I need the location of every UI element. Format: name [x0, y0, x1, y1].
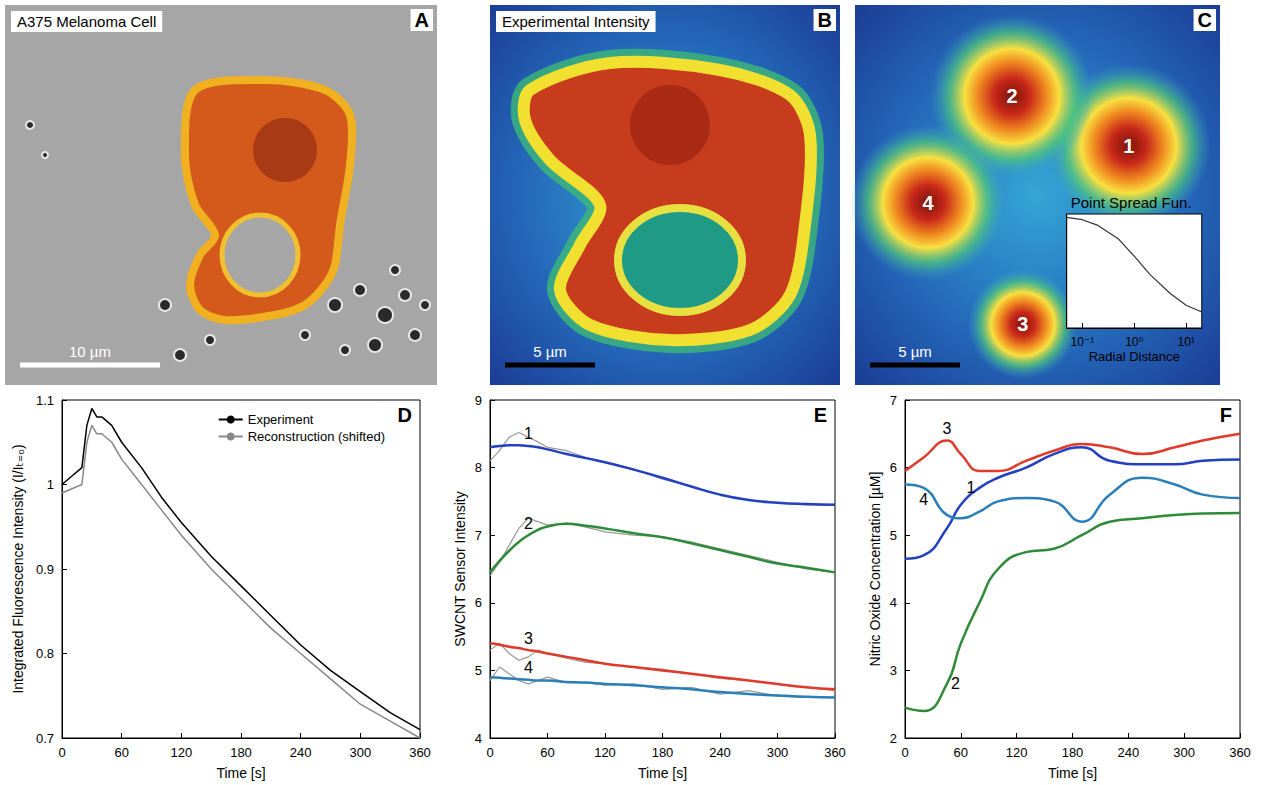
svg-text:A375 Melanoma Cell: A375 Melanoma Cell — [17, 13, 156, 30]
svg-text:4: 4 — [475, 731, 482, 746]
svg-text:0.7: 0.7 — [36, 731, 54, 746]
svg-text:10 µm: 10 µm — [69, 343, 111, 360]
svg-text:0: 0 — [486, 745, 493, 760]
svg-text:F: F — [1220, 404, 1232, 426]
svg-text:1: 1 — [1123, 135, 1134, 157]
svg-text:10¹: 10¹ — [1177, 335, 1194, 349]
svg-text:8: 8 — [475, 460, 482, 475]
svg-text:9: 9 — [475, 393, 482, 408]
svg-text:Nitric Oxide Concentration [µM: Nitric Oxide Concentration [µM] — [867, 472, 883, 667]
svg-text:300: 300 — [1173, 745, 1195, 760]
svg-text:A: A — [415, 9, 429, 31]
svg-text:Time [s]: Time [s] — [1048, 765, 1097, 781]
svg-text:7: 7 — [890, 393, 897, 408]
svg-text:2: 2 — [524, 515, 533, 532]
svg-text:360: 360 — [824, 745, 846, 760]
svg-text:7: 7 — [475, 528, 482, 543]
svg-text:5 µm: 5 µm — [533, 343, 567, 360]
svg-text:6: 6 — [475, 595, 482, 610]
svg-text:3: 3 — [524, 630, 533, 647]
svg-text:4: 4 — [524, 659, 533, 676]
svg-text:Time [s]: Time [s] — [638, 765, 687, 781]
svg-text:0: 0 — [901, 745, 908, 760]
svg-text:2: 2 — [951, 675, 960, 692]
svg-text:120: 120 — [1006, 745, 1028, 760]
svg-text:360: 360 — [409, 745, 431, 760]
svg-text:3: 3 — [890, 663, 897, 678]
svg-text:60: 60 — [954, 745, 968, 760]
svg-text:10⁻¹: 10⁻¹ — [1070, 335, 1094, 349]
svg-text:0.8: 0.8 — [36, 646, 54, 661]
svg-text:3: 3 — [1017, 313, 1028, 335]
svg-text:E: E — [814, 404, 827, 426]
svg-text:3: 3 — [942, 420, 951, 437]
svg-text:300: 300 — [767, 745, 789, 760]
svg-text:Time [s]: Time [s] — [216, 765, 265, 781]
svg-text:6: 6 — [890, 460, 897, 475]
svg-text:1: 1 — [524, 425, 533, 442]
svg-text:120: 120 — [594, 745, 616, 760]
svg-text:240: 240 — [1117, 745, 1139, 760]
svg-text:C: C — [1198, 9, 1212, 31]
svg-text:Radial Distance: Radial Distance — [1089, 349, 1180, 364]
svg-text:1: 1 — [967, 479, 976, 496]
svg-text:Point Spread Fun.: Point Spread Fun. — [1071, 194, 1192, 211]
svg-text:5: 5 — [890, 528, 897, 543]
svg-text:4: 4 — [922, 192, 934, 214]
svg-text:Experimental Intensity: Experimental Intensity — [502, 13, 650, 30]
svg-text:4: 4 — [919, 491, 928, 508]
svg-text:5 µm: 5 µm — [898, 343, 932, 360]
svg-text:1: 1 — [47, 477, 54, 492]
svg-text:0: 0 — [58, 745, 65, 760]
svg-text:180: 180 — [230, 745, 252, 760]
svg-text:240: 240 — [290, 745, 312, 760]
svg-text:0.9: 0.9 — [36, 562, 54, 577]
svg-text:10⁰: 10⁰ — [1125, 335, 1143, 349]
svg-text:Integrated Fluorescence Intens: Integrated Fluorescence Intensity (I/Iₜ₌… — [10, 444, 26, 693]
svg-text:120: 120 — [170, 745, 192, 760]
svg-text:5: 5 — [475, 663, 482, 678]
svg-text:SWCNT Sensor Intensity: SWCNT Sensor Intensity — [452, 491, 468, 646]
svg-text:60: 60 — [540, 745, 554, 760]
svg-text:60: 60 — [114, 745, 128, 760]
svg-text:Reconstruction (shifted): Reconstruction (shifted) — [248, 429, 385, 444]
svg-text:240: 240 — [709, 745, 731, 760]
svg-text:2: 2 — [890, 731, 897, 746]
svg-text:360: 360 — [1229, 745, 1251, 760]
svg-text:180: 180 — [652, 745, 674, 760]
svg-text:B: B — [818, 9, 832, 31]
svg-text:300: 300 — [349, 745, 371, 760]
svg-text:1.1: 1.1 — [36, 393, 54, 408]
svg-text:Experiment: Experiment — [248, 412, 314, 427]
svg-text:4: 4 — [890, 595, 897, 610]
svg-text:180: 180 — [1062, 745, 1084, 760]
svg-text:D: D — [398, 404, 412, 426]
svg-text:2: 2 — [1006, 85, 1017, 107]
